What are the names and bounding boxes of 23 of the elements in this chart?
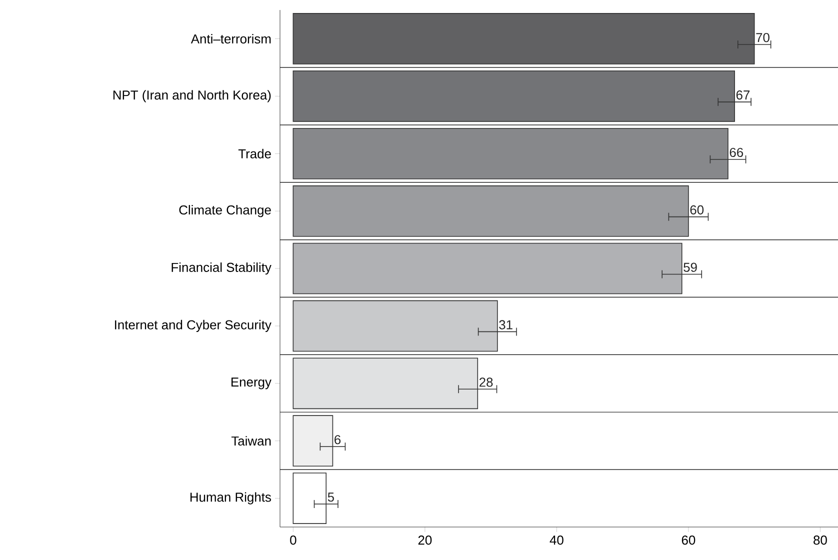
y-tick-label: Taiwan	[231, 436, 271, 446]
y-tick-label: Anti–terrorism	[190, 34, 271, 44]
x-tick-label: 20	[418, 536, 432, 545]
data-label: 59	[684, 262, 697, 272]
x-tick-label: 80	[814, 536, 827, 545]
data-label: 60	[690, 205, 704, 214]
y-tick-label: Financial Stability	[172, 262, 272, 275]
y-tick-label: Climate Change	[179, 205, 271, 218]
data-label: 70	[756, 32, 770, 42]
x-tick-label: 60	[682, 536, 696, 545]
x-tick-label: 0	[290, 536, 296, 545]
x-tick-label: 40	[550, 536, 564, 545]
data-label: 67	[736, 90, 750, 100]
y-tick-label: Energy	[232, 378, 272, 390]
data-label: 31	[499, 320, 512, 330]
data-label: 66	[730, 148, 744, 158]
y-tick-label: NPT (Iran and North Korea)	[113, 90, 271, 102]
y-tick-label: Human Rights	[190, 492, 271, 504]
y-tick-label: Trade	[238, 148, 271, 158]
data-label: 5	[328, 492, 334, 502]
data-label: 6	[334, 435, 341, 444]
y-tick-label: Internet and Cyber Security	[115, 320, 272, 332]
data-label: 28	[480, 378, 493, 387]
